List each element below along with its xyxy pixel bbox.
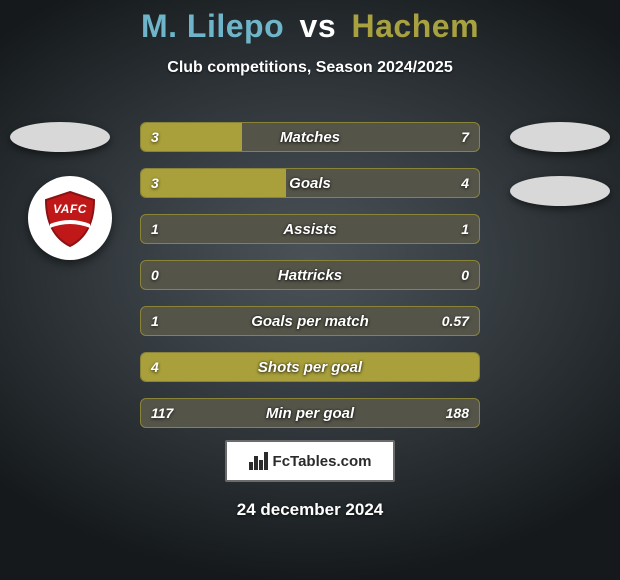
bar-label: Matches xyxy=(141,123,479,151)
bar-label: Shots per goal xyxy=(141,353,479,381)
club-badge: VAFC xyxy=(28,176,112,260)
stat-bar: 37Matches xyxy=(140,122,480,152)
bar-label: Assists xyxy=(141,215,479,243)
stat-bar: 11Assists xyxy=(140,214,480,244)
footer-date: 24 december 2024 xyxy=(0,500,620,520)
stat-bar: 117188Min per goal xyxy=(140,398,480,428)
page-title: M. Lilepo vs Hachem xyxy=(0,0,620,45)
bar-label: Goals xyxy=(141,169,479,197)
stat-bar: 10.57Goals per match xyxy=(140,306,480,336)
subtitle: Club competitions, Season 2024/2025 xyxy=(0,59,620,77)
player1-name: M. Lilepo xyxy=(141,8,284,44)
brand-text: FcTables.com xyxy=(273,453,372,470)
comparison-bars: 37Matches 34Goals 11Assists 00Hattricks 10.5… xyxy=(140,122,480,444)
bar-label: Hattricks xyxy=(141,261,479,289)
bar-label: Min per goal xyxy=(141,399,479,427)
stat-bar: 34Goals xyxy=(140,168,480,198)
bar-label: Goals per match xyxy=(141,307,479,335)
badge-text: VAFC xyxy=(40,202,100,216)
stat-bar: 4Shots per goal xyxy=(140,352,480,382)
placeholder-oval-right-2 xyxy=(510,176,610,206)
bar-chart-icon xyxy=(249,452,269,470)
player2-name: Hachem xyxy=(352,8,480,44)
brand-logo: FcTables.com xyxy=(225,440,395,482)
content: M. Lilepo vs Hachem Club competitions, S… xyxy=(0,0,620,580)
shield-icon xyxy=(40,188,100,248)
placeholder-oval-top-left xyxy=(10,122,110,152)
placeholder-oval-top-right xyxy=(510,122,610,152)
stat-bar: 00Hattricks xyxy=(140,260,480,290)
vs-label: vs xyxy=(300,8,337,44)
